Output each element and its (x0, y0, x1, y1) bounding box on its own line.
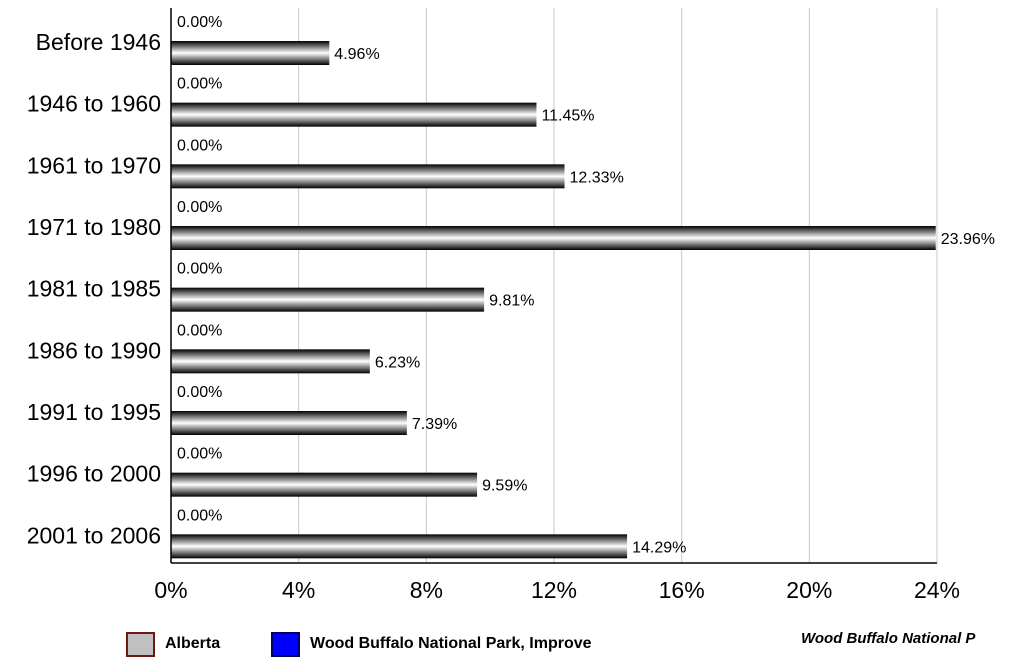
category-label: 1971 to 1980 (27, 214, 161, 240)
category-label: 1946 to 1960 (27, 91, 161, 117)
category-label: 1991 to 1995 (27, 399, 161, 425)
bar-wood-buffalo (171, 164, 565, 189)
data-label-wood-buffalo: 11.45% (541, 108, 594, 125)
data-label-wood-buffalo: 9.81% (489, 293, 534, 310)
data-label-alberta: 0.00% (177, 507, 222, 524)
data-label-wood-buffalo: 4.96% (334, 46, 379, 63)
x-tick-label: 24% (914, 577, 960, 603)
x-tick-label: 20% (786, 577, 832, 603)
category-label: 1981 to 1985 (27, 276, 161, 302)
bar-wood-buffalo (171, 349, 370, 374)
legend-swatch-alberta (126, 631, 155, 657)
axes (170, 8, 937, 564)
x-tick-label: 16% (659, 577, 705, 603)
x-tick-label: 0% (154, 577, 187, 603)
bar-wood-buffalo (171, 287, 485, 312)
bar-wood-buffalo (171, 41, 330, 65)
data-label-alberta: 0.00% (177, 322, 222, 339)
category-label: 1986 to 1990 (27, 337, 161, 363)
data-label-alberta: 0.00% (177, 76, 222, 93)
x-tick-label: 8% (410, 577, 443, 603)
legend-item-alberta: Alberta (126, 630, 220, 658)
data-label-alberta: 0.00% (177, 14, 222, 31)
data-label-wood-buffalo: 23.96% (941, 231, 995, 248)
bar-wood-buffalo (171, 226, 936, 250)
category-label: 2001 to 2006 (27, 522, 161, 548)
legend-item-wood-buffalo: Wood Buffalo National Park, Improve (271, 630, 592, 658)
x-tick-label: 12% (531, 577, 577, 603)
category-label: 1961 to 1970 (27, 152, 161, 178)
category-label: Before 1946 (36, 29, 161, 55)
bar-wood-buffalo (171, 102, 537, 127)
data-label-wood-buffalo: 6.23% (375, 354, 420, 371)
bar-chart: 0% 4% 8% 12% 16% 20% 24% Before 1946 0.00% 4.96% 1… (27, 8, 995, 603)
bar-wood-buffalo (171, 411, 407, 435)
labels: 0% 4% 8% 12% 16% 20% 24% Before 1946 0.00% 4.96% 1… (27, 14, 995, 603)
legend-label-alberta: Alberta (165, 635, 221, 652)
data-label-alberta: 0.00% (177, 384, 222, 401)
legend-label-wood-buffalo: Wood Buffalo National Park, Improve (310, 635, 592, 652)
legend-swatch-wood-buffalo (271, 631, 300, 657)
bar-wood-buffalo (171, 472, 478, 497)
data-label-wood-buffalo: 9.59% (482, 478, 527, 495)
x-tick-label: 4% (282, 577, 315, 603)
data-label-wood-buffalo: 14.29% (632, 539, 686, 556)
gridlines (298, 8, 938, 563)
bar-wood-buffalo (171, 534, 628, 559)
category-label: 1996 to 2000 (27, 461, 161, 487)
data-label-alberta: 0.00% (177, 261, 222, 278)
data-label-alberta: 0.00% (177, 446, 222, 463)
bars (171, 41, 936, 559)
data-label-alberta: 0.00% (177, 199, 222, 216)
data-label-wood-buffalo: 7.39% (412, 416, 457, 433)
data-label-wood-buffalo: 12.33% (570, 169, 624, 186)
footer-note: Wood Buffalo National P (801, 630, 976, 647)
data-label-alberta: 0.00% (177, 137, 222, 154)
